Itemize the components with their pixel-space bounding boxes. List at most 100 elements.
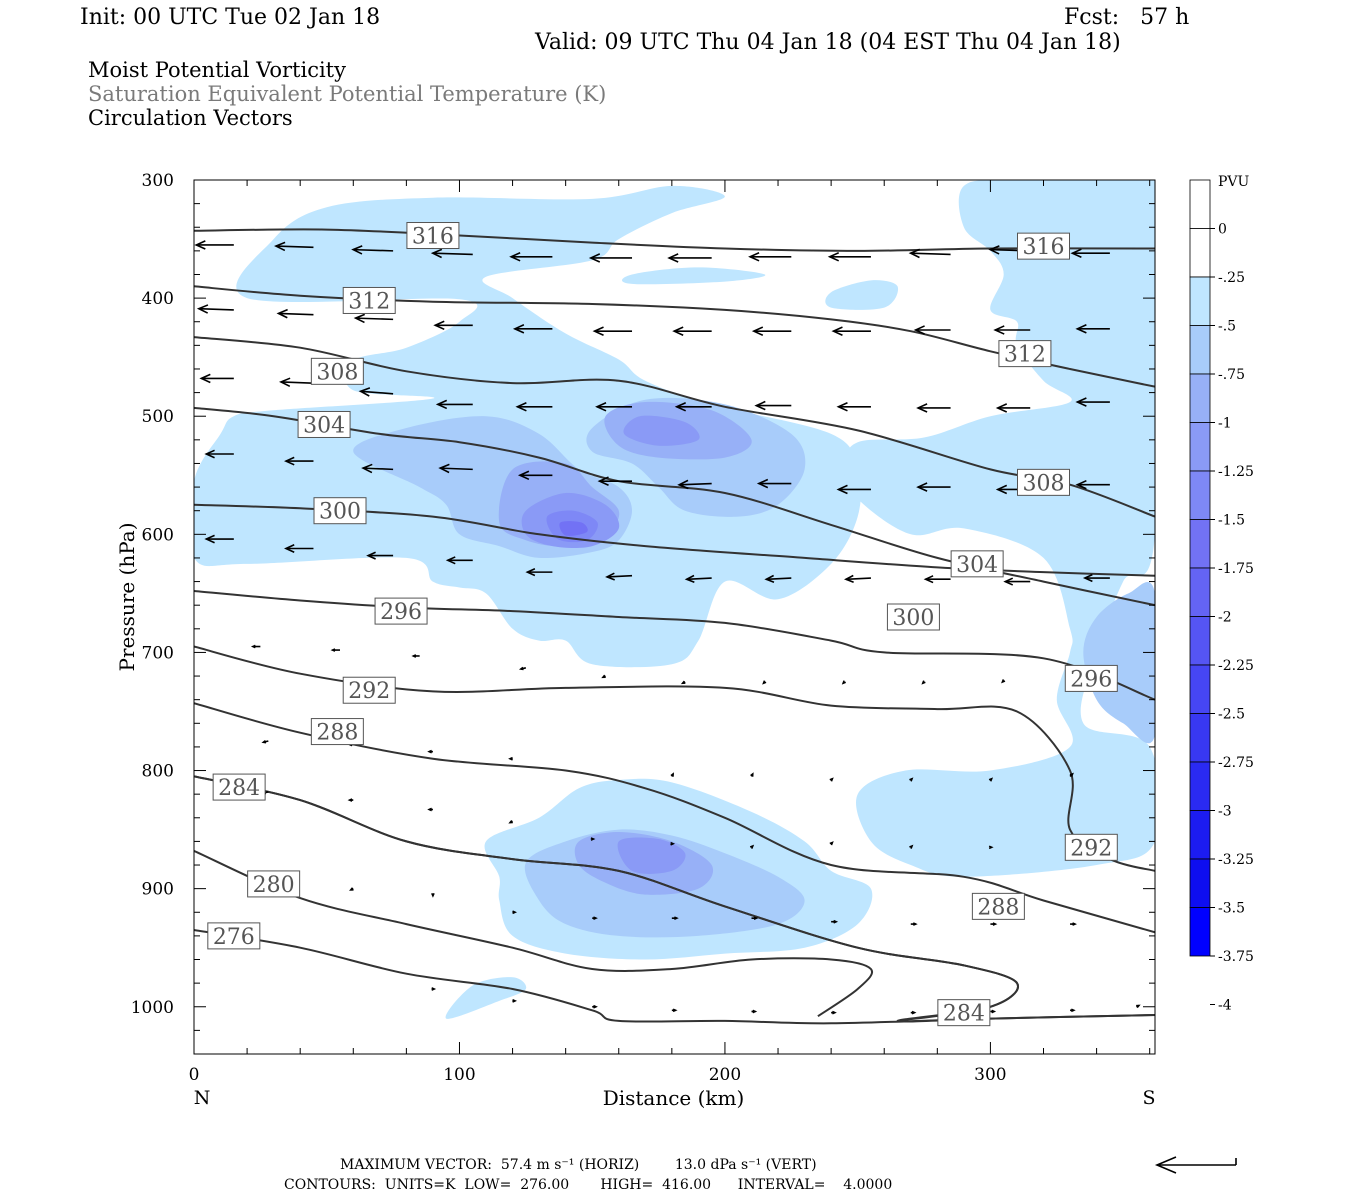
- colorbar-swatch: [1189, 470, 1211, 520]
- vector-arrow: [431, 987, 437, 991]
- pv-region: [445, 977, 527, 1019]
- vector-arrow: [749, 844, 755, 849]
- contour-label: 288: [971, 892, 1025, 920]
- contour-label: 312: [998, 340, 1052, 368]
- vector-arrow: [1082, 573, 1110, 583]
- contour-label: 288: [310, 718, 364, 746]
- vector-arrow: [680, 680, 686, 685]
- theta-contour-288: [194, 702, 1155, 934]
- vector-arrow: [250, 644, 261, 649]
- svg-text:308: 308: [1023, 471, 1065, 496]
- vector-arrow: [194, 240, 234, 250]
- contour-label: 292: [342, 676, 396, 704]
- vector-arrow: [204, 449, 234, 459]
- vector-arrow: [199, 373, 234, 384]
- pv-region: [623, 415, 700, 446]
- contour-label: 292: [1064, 833, 1118, 861]
- colorbar-swatch: [1189, 519, 1211, 569]
- colorbar-swatch: [1189, 228, 1211, 278]
- vector-arrow: [1070, 1008, 1076, 1013]
- vector-arrow: [684, 574, 712, 584]
- svg-text:280: 280: [253, 873, 295, 898]
- colorbar-label: -1.25: [1218, 464, 1254, 480]
- contour-label: 300: [313, 497, 367, 525]
- vector-arrow: [672, 326, 712, 336]
- colorbar-label: -2.5: [1218, 707, 1245, 723]
- vector-arrow: [411, 654, 420, 658]
- vector-arrow: [923, 575, 951, 584]
- colorbar-label: -3.5: [1218, 901, 1245, 917]
- vector-arrow: [351, 245, 394, 255]
- north-label: N: [194, 1087, 211, 1109]
- pv-region: [825, 280, 899, 310]
- contour-label: 312: [342, 286, 396, 314]
- vector-arrow: [831, 326, 871, 336]
- colorbar: PVU 0 -.25 -.5 -.75 -1 -1.25 -1.5 -1.75 -2 -2.25 -2…: [1189, 174, 1254, 1014]
- vector-arrow: [1075, 324, 1110, 334]
- valid-time: Valid: 09 UTC Thu 04 Jan 18 (04 EST Thu …: [535, 30, 1121, 55]
- vector-arrow: [279, 377, 314, 388]
- pv-region: [844, 180, 1155, 877]
- vector-arrow: [592, 916, 598, 921]
- colorbar-swatch: [1189, 373, 1211, 423]
- vector-arrow: [433, 320, 473, 331]
- vector-arrow: [430, 248, 473, 259]
- vector-arrow: [601, 674, 606, 679]
- svg-text:312: 312: [348, 289, 390, 314]
- svg-text:300: 300: [892, 606, 934, 631]
- vector-arrow: [1075, 479, 1110, 490]
- vector-arrow: [909, 844, 914, 849]
- vector-arrow: [592, 1004, 598, 1009]
- colorbar-swatch: [1189, 810, 1211, 860]
- legend-theta: Saturation Equivalent Potential Temperat…: [88, 82, 607, 106]
- theta-contour-280: [194, 849, 873, 1018]
- x-tick-label: 100: [443, 1065, 475, 1085]
- colorbar-swatch: [1189, 616, 1211, 666]
- colorbar-label: -3.25: [1218, 852, 1254, 868]
- theta-contour-284: [194, 775, 1019, 1022]
- vector-arrow: [909, 777, 914, 782]
- vector-arrow: [670, 772, 674, 777]
- vector-arrow: [836, 484, 871, 495]
- colorbar-label: -2: [1218, 610, 1232, 626]
- vector-arrow: [762, 680, 767, 685]
- vector-arrow: [518, 666, 527, 671]
- svg-text:304: 304: [956, 553, 998, 578]
- contour-label: 304: [297, 410, 351, 438]
- vector-arrow: [671, 1008, 678, 1013]
- contour-label: 284: [212, 773, 266, 801]
- south-label: S: [1142, 1087, 1155, 1109]
- vector-arrow: [509, 251, 553, 262]
- vector-arrow: [827, 251, 871, 262]
- vector-arrow: [748, 251, 792, 262]
- vector-arrow: [1069, 772, 1074, 778]
- vector-arrow: [427, 749, 433, 754]
- circulation-vectors: [194, 240, 1141, 1015]
- vector-arrow: [1003, 577, 1031, 586]
- vector-arrow: [910, 922, 918, 926]
- vector-arrow: [988, 845, 994, 850]
- vector-arrow: [831, 1010, 837, 1015]
- vector-arrow: [995, 403, 1031, 413]
- legend-vectors: Circulation Vectors: [88, 106, 293, 130]
- contour-label: 308: [310, 357, 364, 385]
- colorbar-label: -2.25: [1218, 658, 1254, 674]
- contour-label: 316: [1017, 232, 1071, 260]
- y-tick-label: 700: [142, 643, 174, 663]
- colorbar-swatch: [1189, 761, 1211, 811]
- contour-label: 300: [886, 603, 940, 631]
- vector-arrow: [438, 463, 473, 474]
- theta-contour-296: [194, 590, 1155, 701]
- colorbar-swatch: [1189, 907, 1211, 957]
- colorbar-label: -3: [1218, 804, 1232, 820]
- contour-label: 296: [374, 597, 428, 625]
- vector-arrow: [445, 556, 473, 565]
- colorbar-label: -1.5: [1218, 513, 1245, 529]
- vector-arrow: [427, 807, 433, 812]
- colorbar-swatch: [1189, 325, 1211, 375]
- colorbar-label: 0: [1218, 222, 1227, 238]
- vector-arrow: [751, 326, 792, 336]
- vector-arrow: [353, 313, 394, 324]
- init-time: Init: 00 UTC Tue 02 Jan 18: [80, 5, 381, 30]
